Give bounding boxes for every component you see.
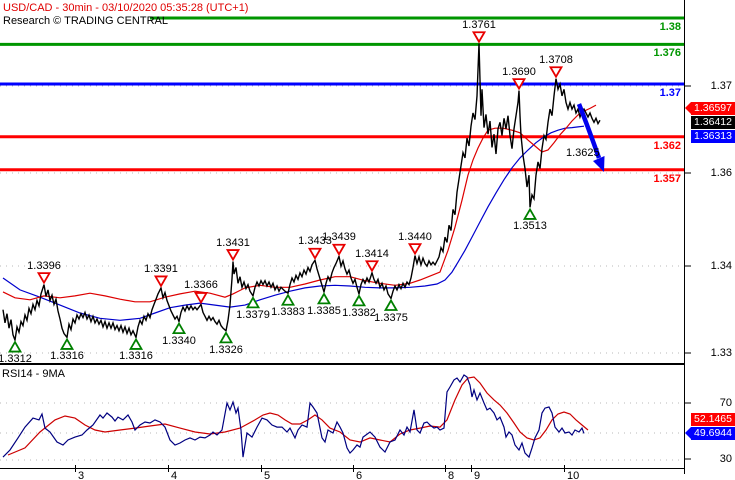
resistance-triangle-icon <box>153 275 169 288</box>
support-label: 1.3383 <box>271 306 305 319</box>
x-tick-label: 10 <box>567 470 580 480</box>
rsi-line <box>2 374 585 459</box>
level-label-1.37: 1.37 <box>659 87 681 99</box>
resistance-triangle-icon <box>307 247 323 261</box>
resistance-triangle-icon <box>511 78 527 91</box>
price-tick-label: 1.33 <box>710 347 732 359</box>
x-tick-label: 8 <box>448 470 455 480</box>
x-tick-label: 3 <box>78 470 85 480</box>
support-label: 1.3312 <box>0 353 32 366</box>
price-badge: 1.36597 <box>685 102 735 115</box>
resistance-label: 1.3431 <box>216 236 250 249</box>
support-triangle-icon <box>383 298 399 311</box>
support-label: 1.3340 <box>162 334 196 347</box>
resistance-triangle-icon <box>471 31 487 44</box>
resistance-label: 1.3439 <box>322 231 356 244</box>
level-label-1.38: 1.38 <box>659 21 681 33</box>
support-triangle-icon <box>59 337 75 350</box>
resistance-triangle-icon <box>36 272 52 285</box>
support-label: 1.3375 <box>374 311 408 324</box>
support-triangle-icon <box>280 293 296 306</box>
price-ma-slow-line <box>2 125 585 321</box>
support-label: 1.3316 <box>50 350 84 363</box>
resistance-label: 1.3690 <box>502 65 536 78</box>
resistance-triangle-icon <box>193 292 209 305</box>
resistance-label: 1.3708 <box>539 53 573 66</box>
resistance-label: 1.3433 <box>298 235 332 248</box>
support-triangle-icon <box>351 294 367 307</box>
price-badge: 1.36313 <box>691 130 735 143</box>
level-label-1.362: 1.362 <box>653 139 681 152</box>
support-triangle-icon <box>522 207 538 220</box>
support-triangle-icon <box>128 337 144 350</box>
resistance-label: 1.3396 <box>27 259 61 272</box>
level-label-1.357: 1.357 <box>653 172 681 185</box>
x-tick-label: 4 <box>171 470 178 480</box>
price-badge: 1.36412 <box>691 116 735 129</box>
resistance-triangle-icon <box>407 243 423 256</box>
projection-arrowhead-icon <box>593 156 605 172</box>
resistance-triangle-icon <box>331 243 347 257</box>
support-triangle-icon <box>245 296 261 309</box>
resistance-triangle-icon <box>548 66 564 79</box>
resistance-label: 1.3391 <box>144 262 178 275</box>
rsi-badge: 49.6944 <box>685 427 735 440</box>
projection-arrow <box>576 103 602 159</box>
x-tick-label: 5 <box>264 470 271 480</box>
support-label: 1.3513 <box>513 220 547 233</box>
resistance-label: 1.3414 <box>355 247 389 260</box>
price-tick-label: 1.34 <box>710 260 732 272</box>
price-tick-label: 1.37 <box>710 80 732 92</box>
resistance-label: 1.3366 <box>184 279 218 292</box>
support-label: 1.3316 <box>119 350 153 363</box>
support-triangle-icon <box>7 340 23 353</box>
chart-title: USD/CAD - 30min - 03/10/2020 05:35:28 (U… <box>3 2 249 14</box>
resistance-label: 1.3440 <box>398 230 432 243</box>
candlestick-series <box>2 43 601 343</box>
support-triangle-icon <box>171 321 187 335</box>
rsi-tick-label: 70 <box>719 397 732 409</box>
x-tick-label: 9 <box>474 470 481 480</box>
rsi-ma-line <box>7 376 589 456</box>
resistance-label: 1.3761 <box>462 18 496 31</box>
research-credit: Research © TRADING CENTRAL <box>3 15 168 27</box>
resistance-triangle-icon <box>225 249 241 262</box>
support-label: 1.3382 <box>342 306 376 319</box>
support-triangle-icon <box>218 331 234 344</box>
rsi-badge: 52.1465 <box>691 413 735 426</box>
price-tick-label: 1.36 <box>710 167 732 179</box>
support-label: 1.3326 <box>209 343 243 356</box>
resistance-triangle-icon <box>364 260 380 273</box>
support-triangle-icon <box>316 292 332 305</box>
target-price-label: 1.3625 <box>566 147 600 159</box>
rsi-tick-label: 30 <box>719 453 732 465</box>
support-label: 1.3379 <box>236 308 270 321</box>
rsi-pane-label: RSI14 - 9MA <box>2 368 65 380</box>
x-tick-label: 6 <box>356 470 363 480</box>
level-label-1.376: 1.376 <box>653 47 681 60</box>
support-label: 1.3385 <box>307 304 341 317</box>
